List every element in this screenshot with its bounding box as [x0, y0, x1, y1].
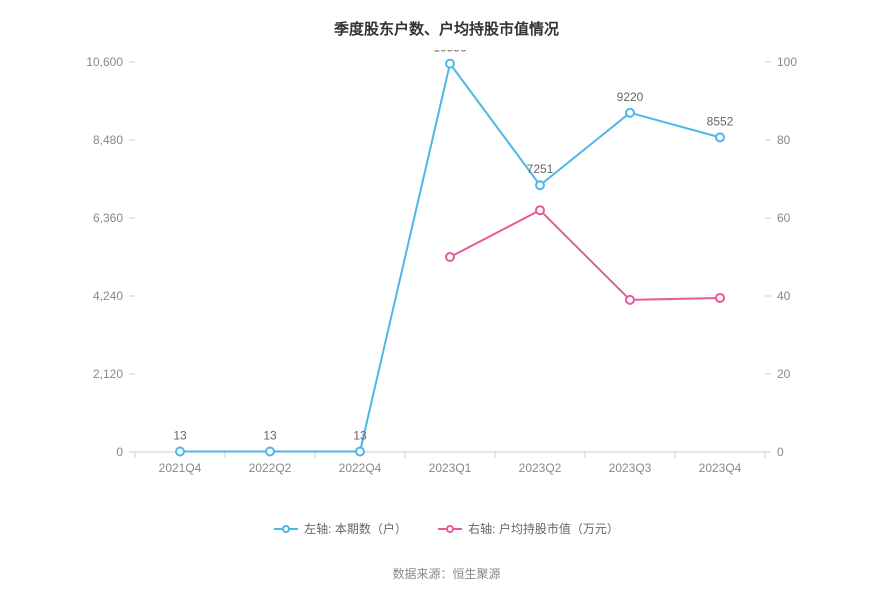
svg-text:13: 13 [173, 429, 187, 443]
legend-item-right: 右轴: 户均持股市值（万元） [438, 520, 619, 537]
svg-text:2023Q3: 2023Q3 [609, 461, 652, 475]
chart-svg: 0 2,120 4,240 6,360 8,480 10,600 0 20 40 60 80 100 2… [0, 50, 893, 480]
chart-title: 季度股东户数、户均持股市值情况 [0, 0, 893, 39]
svg-text:0: 0 [777, 445, 784, 459]
svg-text:2022Q4: 2022Q4 [339, 461, 382, 475]
legend-item-left: 左轴: 本期数（户） [274, 520, 407, 537]
svg-text:2023Q2: 2023Q2 [519, 461, 562, 475]
legend-label-left: 左轴: 本期数（户） [304, 520, 407, 537]
svg-text:2023Q1: 2023Q1 [429, 461, 472, 475]
svg-text:2,120: 2,120 [93, 367, 123, 381]
svg-text:8552: 8552 [707, 114, 734, 128]
svg-text:6,360: 6,360 [93, 211, 123, 225]
svg-text:80: 80 [777, 133, 791, 147]
legend-marker-left [274, 523, 298, 535]
svg-text:9220: 9220 [617, 90, 644, 104]
svg-text:2021Q4: 2021Q4 [159, 461, 202, 475]
svg-text:4,240: 4,240 [93, 289, 123, 303]
svg-text:60: 60 [777, 211, 791, 225]
legend: 左轴: 本期数（户） 右轴: 户均持股市值（万元） [0, 520, 893, 538]
legend-marker-right [438, 523, 462, 535]
svg-text:13: 13 [353, 429, 367, 443]
svg-text:0: 0 [116, 445, 123, 459]
svg-text:2022Q2: 2022Q2 [249, 461, 292, 475]
svg-text:20: 20 [777, 367, 791, 381]
svg-text:10556: 10556 [433, 50, 467, 55]
svg-text:40: 40 [777, 289, 791, 303]
svg-text:13: 13 [263, 429, 277, 443]
svg-text:10,600: 10,600 [86, 55, 123, 69]
data-source: 数据来源：恒生聚源 [0, 565, 893, 582]
svg-text:7251: 7251 [527, 162, 554, 176]
legend-label-right: 右轴: 户均持股市值（万元） [468, 520, 619, 537]
svg-text:100: 100 [777, 55, 797, 69]
svg-text:2023Q4: 2023Q4 [699, 461, 742, 475]
svg-text:8,480: 8,480 [93, 133, 123, 147]
